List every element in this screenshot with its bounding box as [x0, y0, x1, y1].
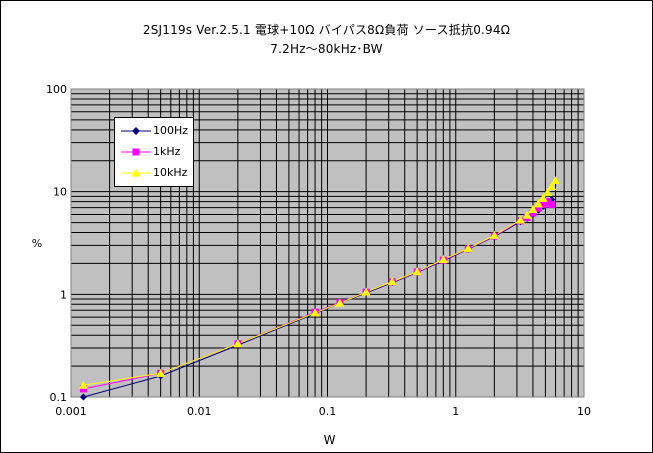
legend-item-100hz: 100Hz — [115, 121, 193, 141]
legend-marker-square-icon — [121, 148, 151, 156]
data-point — [310, 308, 320, 317]
y-tick-label: 100 — [46, 83, 67, 96]
data-point — [361, 287, 371, 296]
data-point — [156, 368, 166, 377]
data-point — [79, 385, 87, 393]
x-tick-label: 10 — [577, 405, 591, 418]
data-point — [335, 298, 345, 307]
data-point — [544, 198, 552, 206]
data-point — [538, 193, 548, 202]
legend-item-1khz: 1kHz — [115, 142, 193, 162]
chart-title: 2SJ119s Ver.2.5.1 電球+10Ω バイパス8Ω負荷 ソース抵抗0… — [142, 23, 511, 37]
data-point — [438, 255, 448, 264]
legend-label: 100Hz — [153, 124, 189, 137]
data-point — [522, 210, 532, 219]
x-tick-label: 0.01 — [187, 405, 212, 418]
data-point — [233, 339, 243, 348]
data-point — [534, 204, 542, 212]
legend-label: 1kHz — [153, 145, 181, 158]
chart-legend: 100Hz 1kHz 10kHz — [114, 117, 194, 187]
data-point — [387, 277, 397, 286]
data-point — [548, 200, 556, 208]
legend-marker-triangle-icon — [121, 168, 151, 177]
data-point — [533, 199, 543, 208]
y-tick-label: 0.1 — [50, 391, 68, 404]
legend-label: 10kHz — [153, 166, 188, 179]
data-point — [543, 188, 553, 197]
data-point — [412, 267, 422, 276]
legend-marker-diamond-icon — [121, 127, 151, 135]
series-markers-10khz — [78, 176, 561, 389]
y-axis-label: % — [32, 237, 42, 250]
data-point — [78, 380, 88, 389]
plot-border — [70, 88, 585, 398]
data-point — [463, 243, 473, 252]
x-axis-label: W — [324, 433, 336, 447]
y-tick-label: 10 — [53, 186, 67, 199]
data-point — [547, 182, 557, 191]
x-tick-label: 0.001 — [55, 405, 87, 418]
x-tick-label: 0.1 — [319, 405, 337, 418]
data-point — [539, 200, 547, 208]
data-point — [79, 393, 87, 401]
x-tick-label: 1 — [452, 405, 459, 418]
data-point — [551, 176, 561, 185]
data-point — [489, 230, 499, 239]
chart-subtitle: 7.2Hz～80kHz･BW — [270, 42, 383, 56]
data-point — [528, 205, 538, 214]
y-tick-label: 1 — [60, 288, 67, 301]
legend-item-10khz: 10kHz — [115, 163, 193, 183]
data-point — [516, 215, 526, 224]
